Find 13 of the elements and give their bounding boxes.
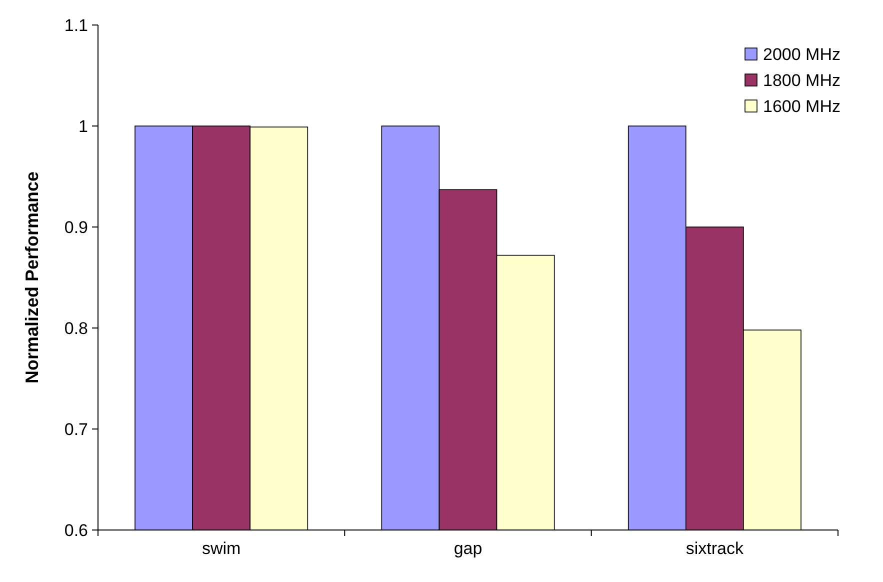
y-tick-label: 0.6: [64, 520, 88, 540]
y-axis-title: Normalized Performance: [22, 171, 42, 384]
y-tick-label: 0.7: [64, 420, 88, 439]
x-tick-label: swim: [202, 539, 241, 558]
y-tick-label: 0.8: [64, 318, 88, 338]
y-tick-label: 1: [78, 116, 88, 136]
legend-label: 1600 MHz: [763, 96, 840, 116]
legend-label: 1800 MHz: [763, 70, 840, 90]
y-tick-label: 1.1: [64, 16, 88, 35]
x-tick-label: sixtrack: [686, 539, 744, 558]
legend-label: 2000 MHz: [763, 44, 840, 64]
x-tick-label: gap: [454, 539, 482, 558]
y-tick-label: 0.9: [64, 218, 88, 237]
